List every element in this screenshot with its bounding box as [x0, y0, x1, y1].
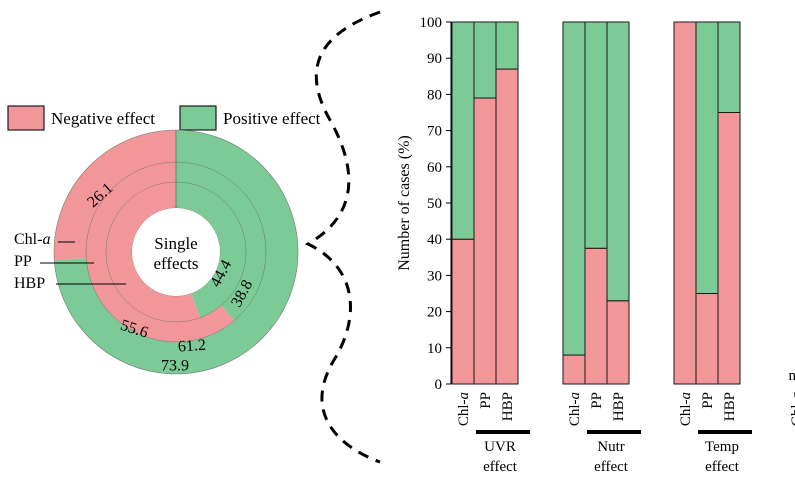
legend-swatch-negative [7, 105, 45, 131]
donut-pp-negative-slice [85, 162, 235, 342]
bar-uvr-pp-negative [473, 97, 497, 385]
bar-nutr-pp-negative [584, 247, 608, 385]
legend-label-positive-effect: Positive effect [223, 109, 321, 128]
bar-temp-hbp-negative [717, 112, 741, 385]
group-label-temp-line1: Temp [705, 439, 739, 455]
y-tick-label-30: 30 [427, 268, 442, 284]
bar-nutr-pp-positive [584, 21, 608, 249]
bar-temp-hbp-positive [717, 21, 741, 113]
bar-temp-pp-positive [695, 21, 719, 294]
x-tick-label-nutr-pp: PP [589, 392, 605, 409]
curly-connector [304, 10, 381, 464]
x-tick-label-uvr-chl-a: Chl-a [456, 392, 472, 426]
legend: Negative effect Positive effect [7, 105, 321, 131]
x-tick-label-uvr-pp: PP [478, 392, 494, 409]
x-tick-label-temp-chl-a: Chl-a [678, 392, 694, 426]
bar-temp-pp-negative [695, 293, 719, 385]
x-tick-label-nutr-chl-a: Chl-a [567, 392, 583, 426]
bar-uvr-pp-positive [473, 21, 497, 99]
group-label-nutr-line1: Nutr [597, 439, 625, 455]
legend-label-negative-effect: Negative effect [51, 109, 155, 128]
legend-item-negative-effect: Negative effect [7, 105, 155, 131]
x-tick-label-uvr-hbp: HBP [500, 392, 516, 421]
stacked-bar-chart: 0 10 20 30 40 50 60 70 80 90 100 Number of cases (%… [396, 15, 795, 475]
y-axis-title: Number of cases (%) [396, 135, 413, 271]
donut-pp-positive-slice [176, 162, 266, 321]
nd-label-mixing: nd [789, 368, 795, 384]
bar-nutr-chl-a-positive [562, 21, 586, 356]
donut-hole [132, 208, 220, 296]
bar-uvr-hbp-negative [495, 68, 519, 385]
y-tick-label-90: 90 [427, 51, 442, 67]
group-label-uvr-line1: UVR [484, 439, 516, 455]
bar-nutr-chl-a-negative [562, 354, 586, 385]
donut-chart: Single effects26.138.844.455.661.273.9Chl… [14, 129, 299, 375]
group-label-uvr-line2: effect [483, 459, 518, 475]
legend-swatch-positive [179, 105, 217, 131]
group-label-temp-line2: effect [705, 459, 740, 475]
ring-label-chl-a: Chl-a [14, 231, 50, 248]
donut-center-label: Single effects [154, 234, 199, 273]
ring-label-hbp: HBP [14, 275, 45, 292]
bar-uvr-hbp-positive [495, 21, 519, 70]
x-tick-label-mixing-chl-a: Chl-a [789, 392, 795, 426]
x-tick-label-temp-pp: PP [700, 392, 716, 409]
dashed-brace [304, 10, 381, 464]
y-tick-label-50: 50 [427, 196, 442, 212]
y-tick-label-80: 80 [427, 87, 442, 103]
y-tick-label-60: 60 [427, 160, 442, 176]
legend-item-positive-effect: Positive effect [179, 105, 321, 131]
bar-nutr-hbp-negative [606, 300, 630, 385]
y-tick-label-40: 40 [427, 232, 442, 248]
x-tick-label-temp-hbp: HBP [722, 392, 738, 421]
donut-label-pp-negative: 61.2 [177, 337, 206, 356]
donut-chl-a-negative-slice [54, 130, 176, 261]
bar-temp-chl-a-negative [673, 21, 697, 385]
y-tick-label-100: 100 [420, 15, 443, 31]
y-tick-label-70: 70 [427, 124, 442, 140]
bar-uvr-chl-a-negative [451, 238, 475, 385]
group-label-nutr-line2: effect [594, 459, 629, 475]
donut-label-chl-a-positive: 73.9 [161, 358, 189, 375]
y-tick-label-10: 10 [427, 341, 442, 357]
y-tick-label-20: 20 [427, 305, 442, 321]
bar-uvr-chl-a-positive [451, 21, 475, 240]
x-tick-label-nutr-hbp: HBP [611, 392, 627, 421]
bar-nutr-hbp-positive [606, 21, 630, 302]
donut-hbp-negative-slice [106, 182, 201, 322]
donut-hbp-positive-slice [176, 182, 247, 318]
y-tick-label-0: 0 [435, 377, 443, 393]
ring-label-pp: PP [14, 253, 32, 270]
